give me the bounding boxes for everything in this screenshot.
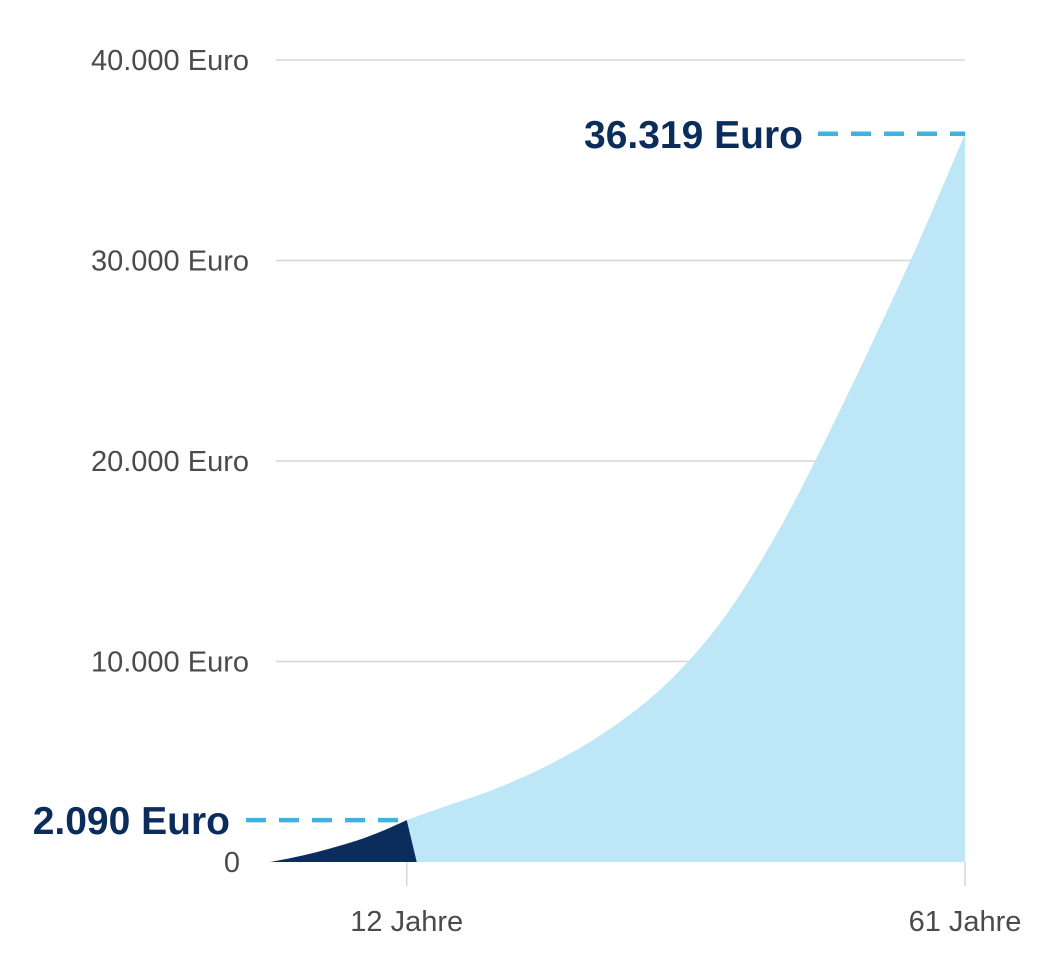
x-axis-tick-labels: 12 Jahre 61 Jahre	[350, 906, 1021, 938]
area-series-growth	[406, 133, 965, 862]
y-tick-label: 40.000 Euro	[91, 45, 249, 77]
y-axis-tick-labels: 0 10.000 Euro 20.000 Euro 30.000 Euro 40.000…	[91, 45, 249, 879]
y-tick-label: 0	[224, 847, 240, 879]
y-tick-label: 30.000 Euro	[91, 246, 249, 278]
y-tick-label: 20.000 Euro	[91, 446, 249, 478]
y-tick-label: 10.000 Euro	[91, 647, 249, 679]
value-callouts: 2.090 Euro 36.319 Euro	[33, 114, 965, 843]
x-axis	[405, 862, 966, 886]
area-series-early	[270, 820, 417, 862]
callout-value-label: 2.090 Euro	[33, 800, 230, 843]
area-series	[270, 133, 965, 862]
x-tick-label: 61 Jahre	[909, 906, 1022, 938]
x-tick-label: 12 Jahre	[350, 906, 463, 938]
callout-value-label: 36.319 Euro	[584, 114, 803, 157]
